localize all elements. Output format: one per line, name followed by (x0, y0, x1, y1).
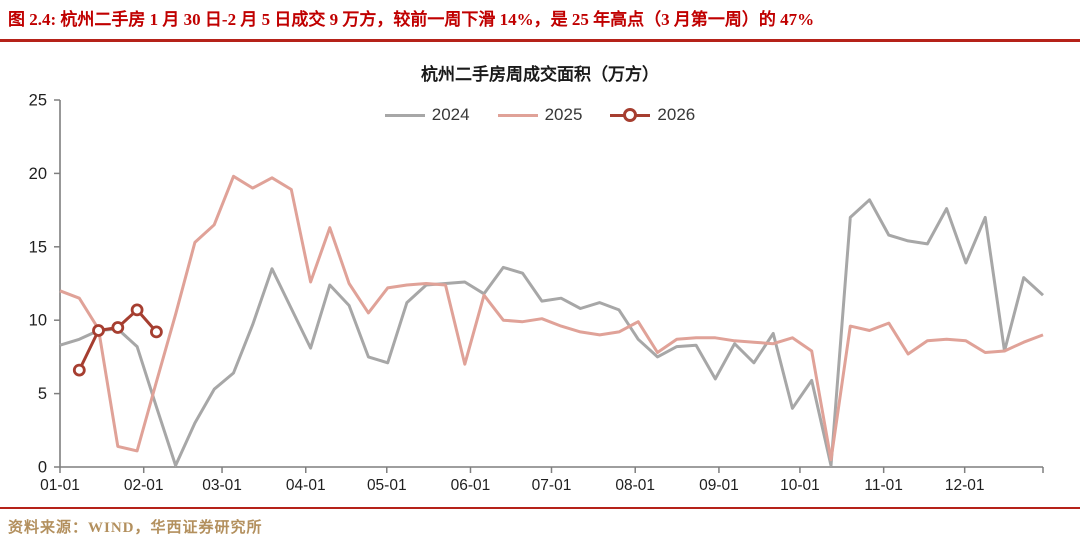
legend-swatch-2025 (497, 109, 538, 122)
x-tick-label: 10-01 (780, 477, 820, 494)
series-marker-2026 (72, 363, 86, 377)
series-line-2025 (59, 174, 1044, 462)
x-tick-label: 02-01 (124, 477, 164, 494)
x-tick-label: 05-01 (367, 477, 407, 494)
source-note: 资料来源：WIND，华西证券研究所 (8, 520, 263, 536)
y-tick-label: 15 (29, 238, 47, 256)
y-tick-label: 0 (38, 459, 47, 477)
x-tick-label: 07-01 (532, 477, 572, 494)
legend-marker-dot (623, 108, 638, 122)
series-line-2024 (59, 198, 1045, 467)
axis-frame (59, 100, 1043, 468)
y-tick-label: 5 (38, 385, 47, 403)
series-marker-2026 (111, 321, 125, 334)
x-tick-label: 12-01 (945, 477, 985, 494)
legend-label-2025: 2025 (544, 105, 583, 124)
legend-item-2026: 2026 (610, 105, 695, 125)
series-marker-2026 (92, 324, 105, 337)
legend-item-2025: 2025 (497, 105, 583, 125)
x-tick-label: 01-01 (40, 477, 80, 494)
y-tick-label: 25 (29, 92, 47, 110)
x-tick-label: 04-01 (286, 477, 326, 494)
x-tick-label: 08-01 (615, 477, 655, 494)
x-tick-label: 06-01 (451, 477, 491, 494)
figure-caption: 图 2.4: 杭州二手房 1 月 30 日-2 月 5 日成交 9 万方，较前一… (8, 10, 815, 29)
y-tick-label: 20 (29, 165, 47, 183)
x-tick-label: 11-01 (864, 477, 903, 494)
x-tick-label: 09-01 (699, 477, 739, 494)
chart-legend: 2024 2025 2026 (0, 105, 1080, 125)
legend-label-2024: 2024 (431, 105, 470, 124)
legend-item-2024: 2024 (384, 105, 470, 125)
series-marker-2026 (130, 303, 144, 317)
x-tick-label: 03-01 (202, 477, 242, 494)
bottom-rule (0, 507, 1080, 509)
legend-swatch-2026 (610, 108, 651, 122)
chart-title: 杭州二手房周成交面积（万方） (421, 65, 659, 84)
y-tick-label: 10 (29, 312, 47, 330)
top-rule (0, 39, 1080, 42)
legend-swatch-2024 (384, 109, 425, 122)
series-marker-2026 (149, 325, 163, 339)
legend-label-2026: 2026 (657, 105, 696, 124)
